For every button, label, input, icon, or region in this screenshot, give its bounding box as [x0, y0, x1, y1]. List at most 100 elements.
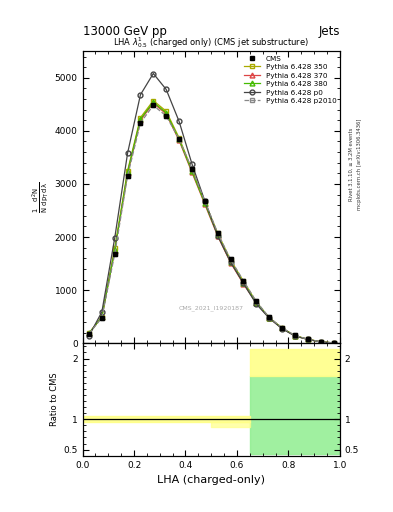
Pythia 6.428 350 [280, 325, 285, 331]
Pythia 6.428 p2010 [292, 332, 297, 338]
Pythia 6.428 350 [305, 336, 310, 343]
Pythia 6.428 370 [241, 281, 246, 287]
Pythia 6.428 p0 [241, 280, 246, 286]
Pythia 6.428 p2010 [112, 251, 117, 257]
Pythia 6.428 p0 [280, 326, 285, 332]
Pythia 6.428 p2010 [241, 278, 246, 284]
Pythia 6.428 p0 [318, 339, 323, 345]
Title: LHA $\lambda^{1}_{0.5}$ (charged only) (CMS jet substructure): LHA $\lambda^{1}_{0.5}$ (charged only) (… [113, 35, 309, 50]
Pythia 6.428 p0 [228, 259, 233, 265]
Pythia 6.428 350 [254, 299, 259, 305]
Pythia 6.428 370 [86, 330, 91, 336]
Pythia 6.428 370 [267, 315, 272, 321]
Pythia 6.428 p0 [292, 333, 297, 339]
Pythia 6.428 380 [331, 340, 336, 346]
Line: Pythia 6.428 370: Pythia 6.428 370 [86, 101, 336, 345]
Pythia 6.428 p0 [138, 92, 143, 98]
CMS [280, 325, 285, 331]
Pythia 6.428 p2010 [189, 166, 194, 172]
Pythia 6.428 350 [86, 330, 91, 336]
CMS [241, 278, 246, 284]
Pythia 6.428 380 [228, 259, 233, 265]
Pythia 6.428 370 [177, 137, 182, 143]
Pythia 6.428 380 [112, 247, 117, 253]
Pythia 6.428 370 [164, 111, 169, 117]
Pythia 6.428 p0 [202, 198, 207, 204]
Pythia 6.428 380 [125, 169, 130, 176]
Pythia 6.428 p2010 [305, 336, 310, 342]
Pythia 6.428 p2010 [138, 120, 143, 126]
Pythia 6.428 380 [292, 333, 297, 339]
Pythia 6.428 370 [202, 201, 207, 207]
CMS [177, 136, 182, 142]
CMS [254, 298, 259, 305]
Pythia 6.428 350 [318, 339, 323, 345]
Pythia 6.428 370 [254, 300, 259, 306]
Pythia 6.428 p0 [177, 118, 182, 124]
Pythia 6.428 350 [215, 230, 220, 237]
Pythia 6.428 p0 [215, 232, 220, 239]
Pythia 6.428 380 [189, 168, 194, 174]
Pythia 6.428 350 [292, 333, 297, 339]
Text: Rivet 3.1.10, ≥ 3.2M events: Rivet 3.1.10, ≥ 3.2M events [349, 127, 354, 201]
Pythia 6.428 350 [151, 97, 156, 103]
Pythia 6.428 p0 [254, 301, 259, 307]
Pythia 6.428 380 [215, 232, 220, 238]
Pythia 6.428 350 [138, 115, 143, 121]
CMS [164, 113, 169, 119]
Pythia 6.428 380 [151, 99, 156, 105]
Pythia 6.428 350 [125, 167, 130, 174]
Pythia 6.428 p2010 [151, 102, 156, 109]
Pythia 6.428 370 [318, 339, 323, 345]
Pythia 6.428 p0 [112, 235, 117, 241]
Pythia 6.428 p0 [189, 161, 194, 167]
Pythia 6.428 350 [267, 314, 272, 321]
Text: mcplots.cern.ch [arXiv:1306.3436]: mcplots.cern.ch [arXiv:1306.3436] [357, 118, 362, 209]
Pythia 6.428 p0 [86, 333, 91, 339]
Pythia 6.428 350 [99, 314, 104, 321]
CMS [228, 257, 233, 263]
Pythia 6.428 p2010 [99, 315, 104, 321]
Pythia 6.428 380 [254, 300, 259, 306]
Y-axis label: Ratio to CMS: Ratio to CMS [50, 373, 59, 426]
Pythia 6.428 p2010 [164, 113, 169, 119]
Pythia 6.428 350 [177, 135, 182, 141]
Pythia 6.428 370 [331, 340, 336, 346]
Pythia 6.428 p2010 [254, 298, 259, 305]
Pythia 6.428 370 [189, 169, 194, 176]
Pythia 6.428 380 [202, 200, 207, 206]
CMS [99, 315, 104, 321]
Pythia 6.428 p0 [267, 315, 272, 321]
Pythia 6.428 370 [151, 100, 156, 106]
Pythia 6.428 p2010 [86, 331, 91, 337]
Line: Pythia 6.428 380: Pythia 6.428 380 [86, 100, 336, 345]
Line: Pythia 6.428 p0: Pythia 6.428 p0 [86, 71, 336, 345]
Pythia 6.428 350 [331, 340, 336, 346]
Legend: CMS, Pythia 6.428 350, Pythia 6.428 370, Pythia 6.428 380, Pythia 6.428 p0, Pyth: CMS, Pythia 6.428 350, Pythia 6.428 370,… [242, 53, 338, 105]
CMS [125, 173, 130, 179]
Line: Pythia 6.428 p2010: Pythia 6.428 p2010 [86, 103, 336, 345]
Pythia 6.428 p2010 [202, 198, 207, 204]
Pythia 6.428 p2010 [280, 325, 285, 331]
X-axis label: LHA (charged-only): LHA (charged-only) [157, 475, 265, 485]
Pythia 6.428 p0 [331, 340, 336, 346]
Pythia 6.428 p0 [164, 87, 169, 93]
Pythia 6.428 370 [215, 233, 220, 239]
Pythia 6.428 350 [241, 278, 246, 284]
CMS [189, 166, 194, 172]
Pythia 6.428 370 [228, 260, 233, 266]
Pythia 6.428 380 [177, 136, 182, 142]
CMS [331, 340, 336, 346]
Pythia 6.428 p2010 [318, 339, 323, 345]
Pythia 6.428 380 [241, 280, 246, 286]
Y-axis label: $\frac{1}{\rm N}\,\frac{{\rm d}^2N}{{\rm d}p_T\,{\rm d}\lambda}$: $\frac{1}{\rm N}\,\frac{{\rm d}^2N}{{\rm… [30, 182, 51, 213]
Pythia 6.428 370 [305, 336, 310, 343]
Pythia 6.428 380 [280, 325, 285, 331]
Text: 13000 GeV pp: 13000 GeV pp [83, 26, 166, 38]
CMS [86, 331, 91, 337]
Pythia 6.428 370 [138, 117, 143, 123]
Pythia 6.428 p2010 [228, 257, 233, 263]
CMS [267, 314, 272, 321]
Pythia 6.428 p0 [99, 309, 104, 315]
Pythia 6.428 350 [189, 166, 194, 173]
